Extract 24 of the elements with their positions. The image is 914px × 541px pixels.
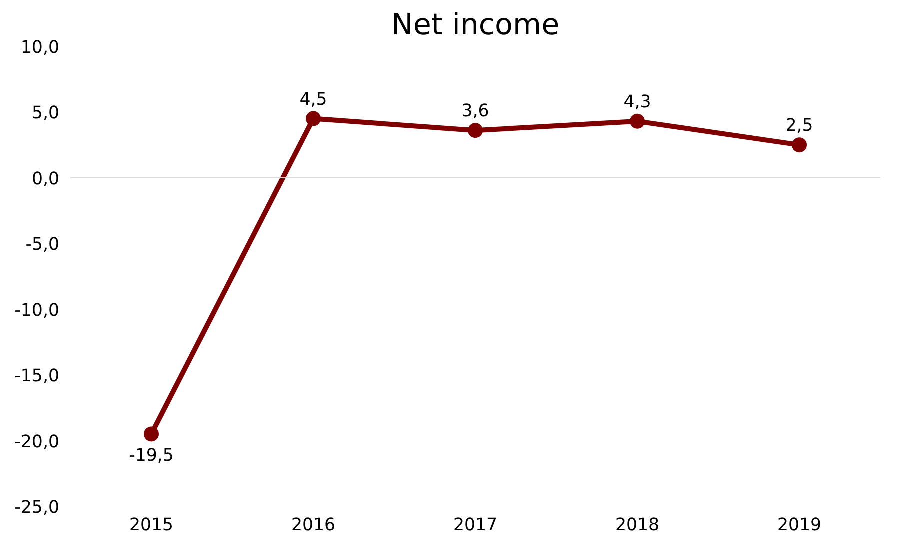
data-label: 3,6: [462, 102, 490, 122]
chart-title: Net income: [391, 8, 560, 42]
point: [630, 114, 645, 129]
y-tick-label: -5,0: [26, 235, 60, 256]
y-tick-label: -15,0: [14, 366, 60, 387]
x-tick-label: 2015: [129, 516, 174, 536]
y-tick-label: -10,0: [14, 300, 60, 321]
y-tick-label: -20,0: [14, 432, 60, 452]
y-tick-label: 5,0: [32, 104, 60, 124]
x-tick-label: 2019: [777, 516, 822, 536]
x-tick-label: 2018: [615, 516, 660, 536]
x-tick-label: 2016: [291, 516, 336, 536]
point: [792, 138, 807, 153]
y-tick-label: 10,0: [20, 38, 60, 58]
y-tick-label: -25,0: [14, 498, 60, 518]
point: [468, 123, 483, 138]
point: [144, 426, 159, 442]
data-label: 4,3: [624, 92, 652, 112]
x-tick-label: 2017: [453, 516, 498, 536]
data-label: 2,5: [786, 116, 814, 136]
point: [306, 111, 321, 126]
data-label: 4,5: [300, 90, 328, 110]
data-label: -19,5: [129, 446, 174, 466]
y-tick-label: 0,0: [32, 169, 60, 190]
